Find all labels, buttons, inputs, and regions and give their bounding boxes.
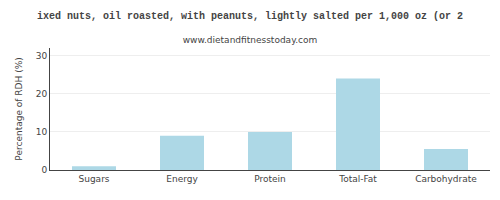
svg-text:Total-Fat: Total-Fat xyxy=(338,174,377,184)
svg-text:Sugars: Sugars xyxy=(78,174,109,184)
svg-text:10: 10 xyxy=(36,127,48,137)
svg-text:Percentage of RDH (%): Percentage of RDH (%) xyxy=(14,57,24,160)
svg-text:20: 20 xyxy=(36,89,48,99)
svg-text:Carbohydrate: Carbohydrate xyxy=(415,174,477,184)
svg-text:www.dietandfitnesstoday.com: www.dietandfitnesstoday.com xyxy=(183,35,318,45)
svg-text:ixed nuts, oil roasted, with p: ixed nuts, oil roasted, with peanuts, li… xyxy=(37,11,463,22)
svg-text:0: 0 xyxy=(41,165,47,175)
svg-text:30: 30 xyxy=(36,51,48,61)
svg-text:Energy: Energy xyxy=(166,174,198,184)
svg-text:Protein: Protein xyxy=(254,174,286,184)
